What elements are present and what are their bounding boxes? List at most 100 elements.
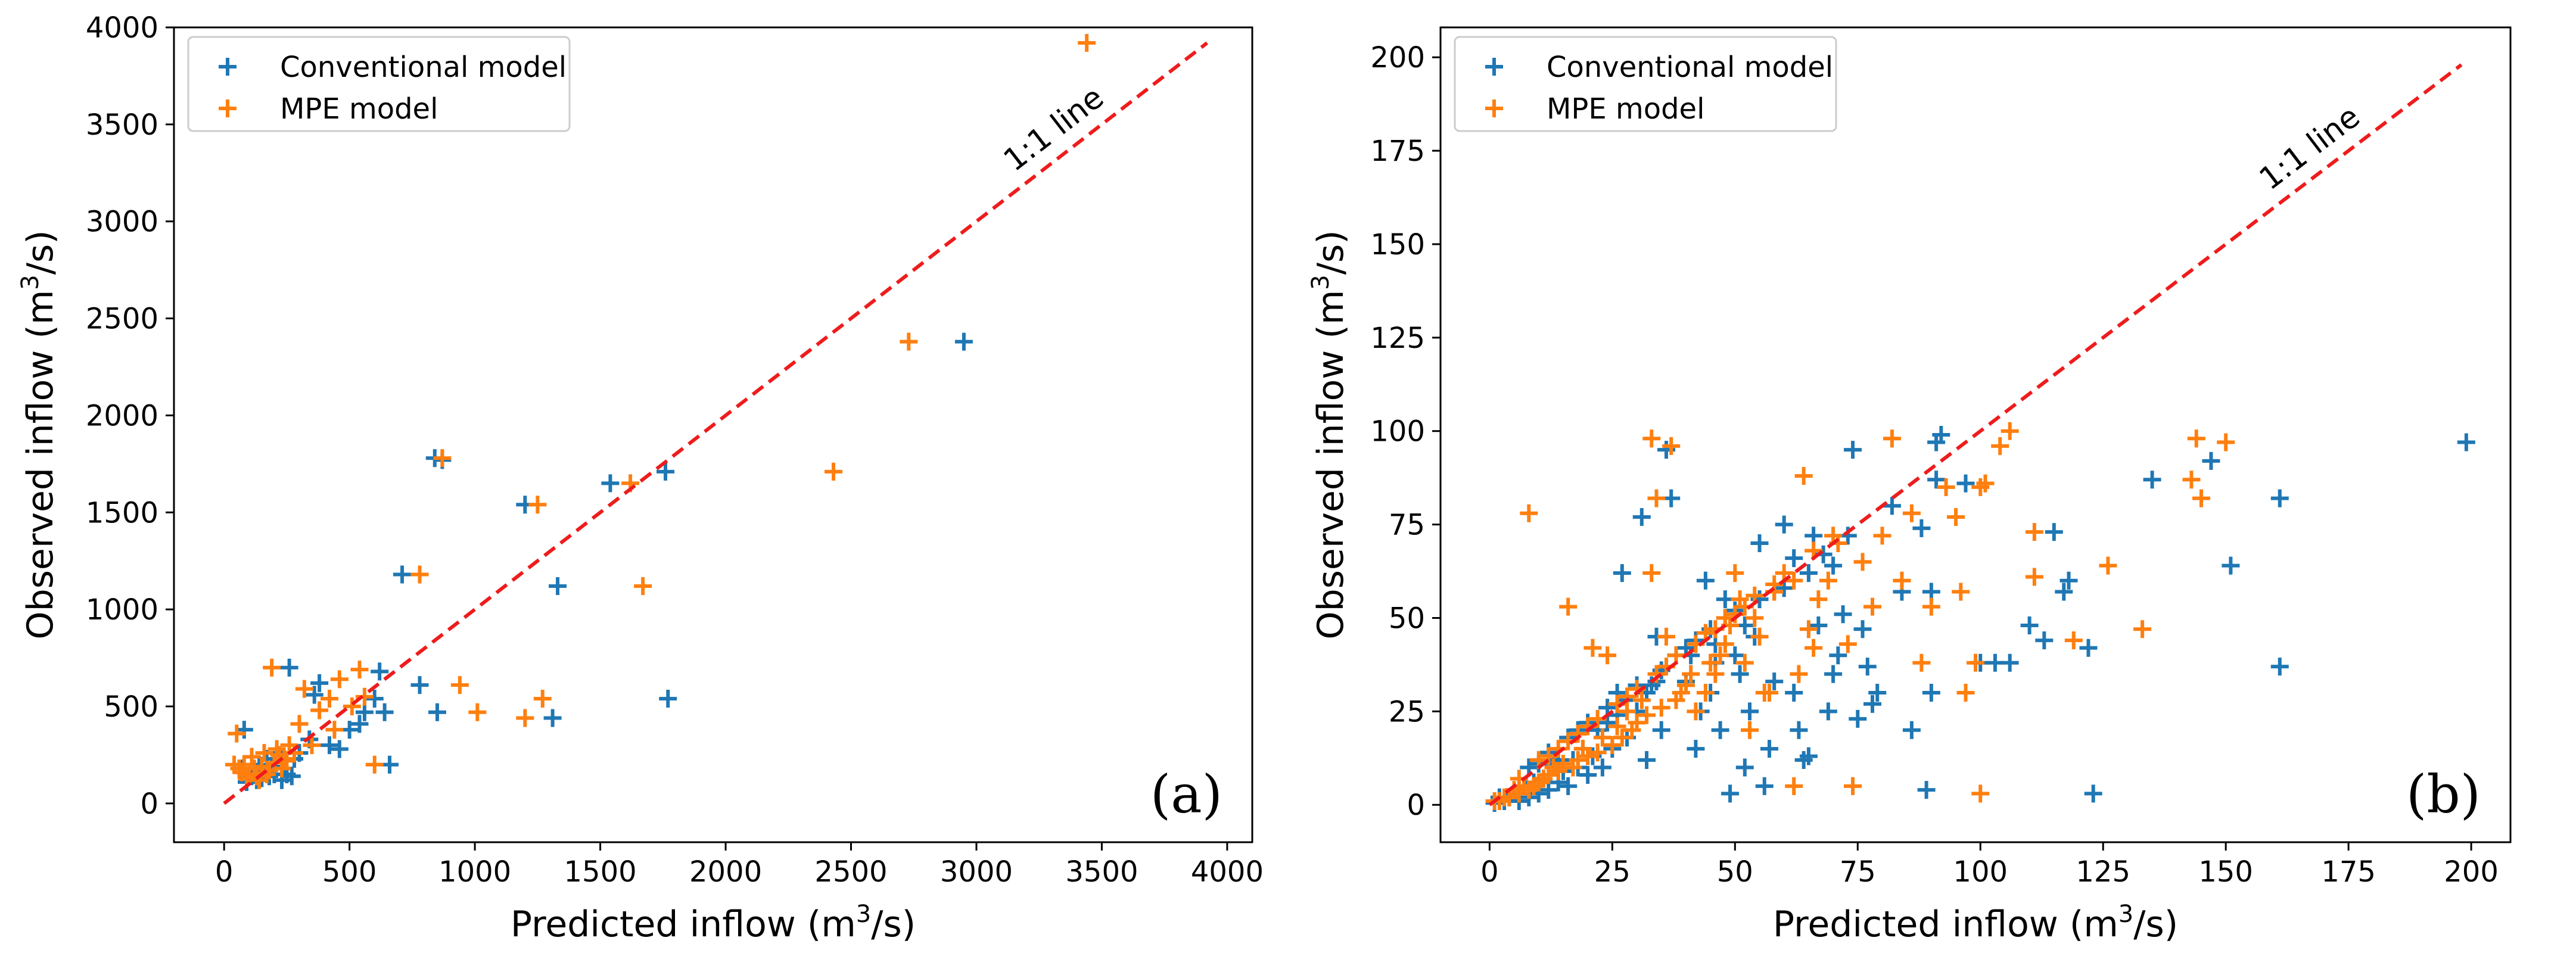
y-tick-label: 25 (1389, 695, 1425, 728)
data-point (1956, 683, 1975, 702)
x-tick-label: 125 (2076, 855, 2130, 889)
data-point (2025, 523, 2043, 541)
data-point (2020, 616, 2039, 635)
data-point (428, 703, 446, 721)
data-point (1790, 721, 1808, 739)
y-tick-label: 125 (1370, 322, 1425, 355)
x-tick-label: 3000 (940, 855, 1013, 889)
data-point (1922, 583, 1940, 601)
x-tick-label: 2000 (689, 855, 762, 889)
data-point (2099, 556, 2117, 575)
data-point (1750, 534, 1769, 552)
y-axis-label-tail: /s) (20, 230, 61, 275)
data-point (355, 703, 374, 721)
data-point (1687, 740, 1705, 758)
data-point (1902, 504, 1921, 522)
data-point (1912, 653, 1931, 672)
data-point (320, 736, 338, 755)
y-tick-label: 0 (140, 787, 158, 821)
x-tick-label: 150 (2198, 855, 2253, 889)
data-point (365, 689, 384, 708)
data-point (634, 577, 652, 596)
x-tick-label: 50 (1717, 855, 1753, 889)
data-point (1824, 556, 1843, 575)
data-point (1652, 721, 1670, 739)
y-axis-label-main: Observed inflow (m (20, 290, 61, 640)
data-point (1755, 777, 1774, 795)
data-point (1731, 665, 1749, 683)
panel-label-a: (a) (1150, 764, 1222, 825)
data-point (1662, 437, 1681, 455)
data-point (1741, 702, 1759, 721)
data-point (1922, 683, 1940, 702)
data-point (1564, 758, 1582, 777)
data-point (1844, 777, 1862, 795)
data-point (310, 674, 329, 692)
data-point (954, 332, 973, 351)
data-point (330, 670, 349, 689)
data-point (1760, 740, 1778, 758)
data-point (305, 686, 323, 704)
data-point (1799, 620, 1818, 639)
data-point (1971, 478, 1990, 496)
identity-line (1488, 63, 2463, 806)
data-point (1917, 781, 1936, 799)
data-point (1902, 721, 1921, 739)
data-point (320, 689, 338, 708)
data-point (410, 676, 429, 694)
data-point (1623, 721, 1641, 739)
y-axis-label: Observed inflow (m3/s) (17, 230, 61, 639)
data-point (393, 565, 412, 584)
data-point (1947, 508, 1965, 527)
x-axis-label-main: Predicted inflow (m (511, 904, 856, 945)
data-point (1608, 717, 1626, 736)
data-point (1937, 478, 1955, 496)
data-point (2270, 489, 2289, 507)
data-point (657, 462, 675, 481)
data-point (255, 744, 273, 762)
data-point (549, 577, 567, 596)
plot-frame (1439, 26, 2512, 843)
data-point (2143, 471, 2161, 489)
data-point (1573, 740, 1592, 758)
data-point (1834, 605, 1852, 624)
data-point (1657, 627, 1675, 646)
data-point (1613, 564, 1631, 583)
data-point (433, 449, 452, 468)
data-point (1539, 781, 1558, 799)
data-point (1967, 653, 1984, 672)
data-point (1927, 471, 1946, 489)
x-axis-label: Predicted inflow (m3/s) (1773, 901, 2178, 945)
data-point (1790, 665, 1808, 683)
data-point (1687, 702, 1705, 721)
data-point (1706, 665, 1725, 683)
data-point (2187, 429, 2205, 448)
panel-label-b: (b) (2406, 764, 2481, 825)
data-point (533, 689, 552, 708)
data-point (1520, 504, 1538, 522)
data-point (1991, 437, 2009, 455)
y-tick-label: 50 (1389, 602, 1425, 635)
legend-box (187, 36, 571, 132)
y-tick-label: 500 (104, 690, 158, 724)
x-tick-label: 25 (1594, 855, 1631, 889)
data-point (2222, 556, 2240, 575)
data-point (1805, 639, 1823, 657)
data-point (528, 496, 547, 514)
data-point (1844, 441, 1862, 459)
y-tick-label: 200 (1370, 41, 1425, 74)
data-point (282, 767, 301, 786)
data-point (1785, 571, 1803, 590)
data-point (1559, 777, 1578, 795)
data-point (1696, 683, 1715, 702)
data-point (1696, 571, 1715, 590)
data-point (2035, 631, 2054, 650)
data-point (1775, 515, 1793, 534)
data-point (371, 662, 389, 681)
data-point (1809, 590, 1828, 609)
y-tick-label: 150 (1370, 228, 1425, 261)
data-point (410, 565, 429, 584)
data-point (1956, 474, 1975, 493)
